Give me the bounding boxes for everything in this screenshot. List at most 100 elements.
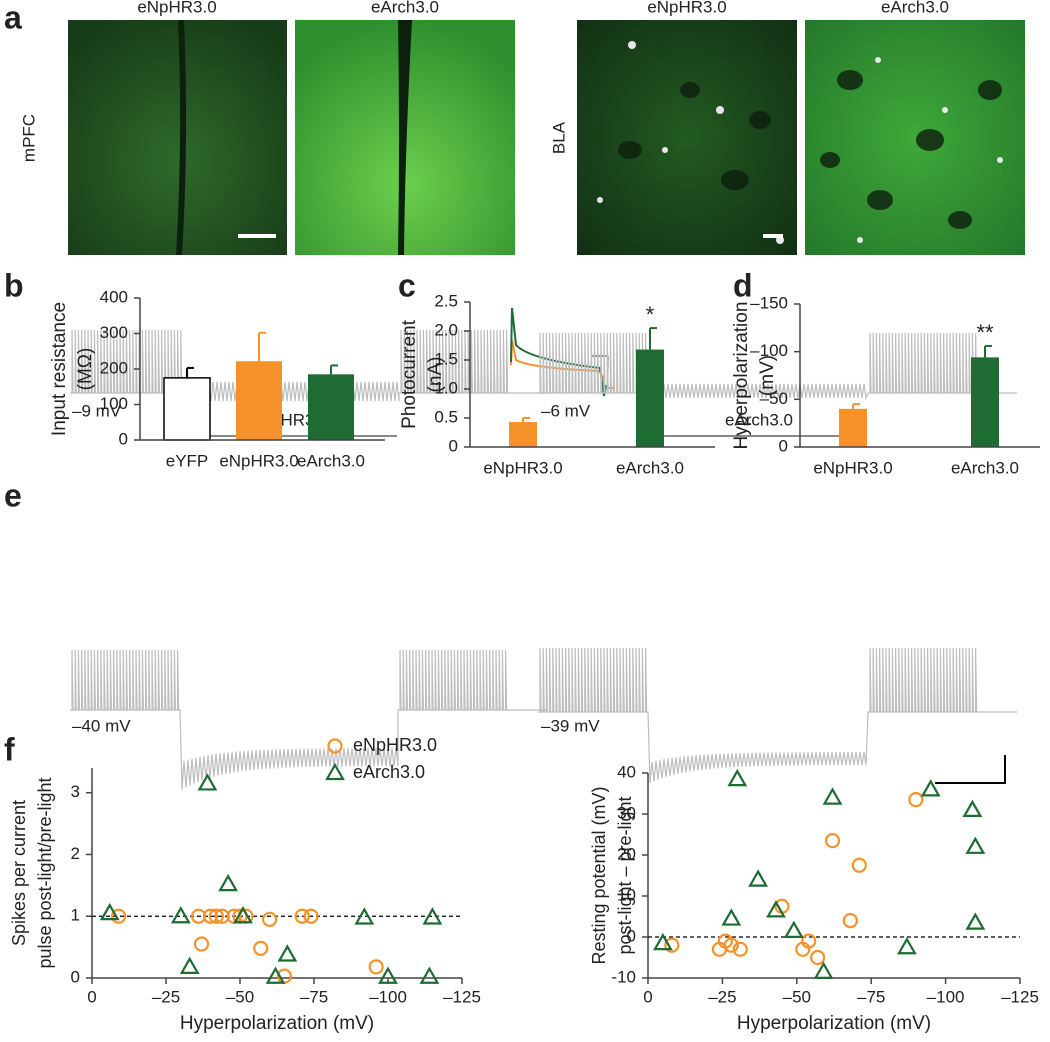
micrograph — [577, 20, 797, 255]
y-tick-label: 2.0 — [434, 320, 458, 339]
legend-label: eArch3.0 — [353, 762, 425, 782]
y-axis-label: (MΩ) — [75, 348, 96, 391]
y-axis-label: Resting potential (mV) — [589, 786, 609, 964]
y-tick-label: 2 — [71, 844, 80, 863]
triangle-marker — [422, 907, 443, 925]
y-tick-label: 400 — [100, 287, 128, 306]
y-tick-label: 1.5 — [434, 349, 458, 368]
y-tick-label: –50 — [760, 389, 788, 408]
x-tick-label: –25 — [152, 987, 180, 1006]
bar — [308, 374, 354, 440]
voltage-trace — [70, 649, 548, 791]
legend-label: eNpHR3.0 — [353, 735, 437, 755]
triangle-marker — [822, 787, 843, 805]
bar — [636, 349, 664, 447]
y-axis-label: (nA) — [425, 357, 446, 393]
x-tick-label: –25 — [708, 987, 736, 1006]
x-tick-label: 0 — [87, 987, 96, 1006]
circle-marker — [732, 941, 748, 957]
y-tick-label: 3 — [71, 782, 80, 801]
triangle-marker — [325, 762, 345, 781]
circle-marker — [208, 908, 224, 924]
triangle-marker — [265, 966, 286, 984]
image-title: eNpHR3.0 — [137, 0, 216, 16]
scale-bar — [238, 234, 276, 238]
y-tick-label: –100 — [750, 341, 788, 360]
triangle-marker — [277, 944, 298, 962]
triangle-marker — [218, 873, 239, 892]
membrane-potential: –6 mV — [541, 401, 591, 420]
y-tick-label: 0 — [627, 926, 636, 945]
triangle-marker — [419, 966, 440, 984]
y-tick-label: 10 — [617, 885, 636, 904]
panel-label: b — [4, 267, 24, 303]
image-title: eNpHR3.0 — [647, 0, 726, 16]
y-tick-label: 0 — [71, 967, 80, 986]
x-tick-label: eYFP — [166, 451, 209, 470]
x-tick-label: eArch3.0 — [616, 458, 684, 477]
x-tick-label: 0 — [643, 987, 652, 1006]
voltage-trace — [70, 329, 548, 402]
circle-marker — [824, 833, 841, 849]
labeled-cells — [597, 41, 1003, 244]
circle-marker — [851, 857, 867, 873]
image-title: eArch3.0 — [371, 0, 439, 16]
circle-marker — [368, 959, 384, 975]
y-tick-label: 1 — [71, 906, 80, 925]
bar — [163, 377, 211, 441]
x-tick-label: eArch3.0 — [951, 458, 1019, 477]
bar — [971, 357, 999, 447]
y-axis-label: Input resistance — [49, 302, 70, 436]
panel-label: a — [4, 0, 22, 35]
circle-marker — [294, 908, 310, 924]
triangle-marker — [721, 908, 742, 926]
row-label: BLA — [549, 121, 568, 154]
membrane-potential: –39 mV — [541, 716, 600, 735]
triangle-marker — [354, 907, 375, 925]
x-tick-label: –125 — [1001, 987, 1039, 1006]
y-tick-label: 200 — [100, 358, 128, 377]
membrane-potential: –9 mV — [72, 401, 122, 420]
voltage-trace — [538, 647, 1017, 784]
y-axis-label: Hyperpolarization — [731, 302, 752, 450]
panel-label: e — [4, 477, 22, 513]
triangle-marker — [965, 836, 986, 854]
circle-marker — [193, 936, 210, 952]
circle-marker — [842, 912, 858, 929]
triangle-marker — [920, 779, 941, 797]
triangle-marker — [378, 966, 398, 984]
micrograph — [805, 20, 1025, 255]
voltage-trace — [538, 332, 1017, 401]
y-tick-label: 1.0 — [434, 378, 458, 397]
triangle-marker — [962, 799, 983, 817]
y-tick-label: 20 — [617, 844, 636, 863]
y-tick-label: 2.5 — [434, 291, 458, 310]
circle-marker — [908, 792, 924, 808]
y-axis-label: Spikes per current — [9, 800, 29, 946]
x-tick-label: –75 — [857, 987, 885, 1006]
circle-marker — [214, 908, 230, 924]
x-tick-label: –100 — [927, 987, 965, 1006]
triangle-marker — [748, 869, 769, 887]
y-tick-label: 300 — [100, 323, 128, 342]
x-axis-label: Hyperpolarization (mV) — [180, 1013, 374, 1034]
membrane-potential: –40 mV — [72, 716, 131, 735]
cell-bodies — [618, 70, 1002, 229]
y-tick-label: 40 — [617, 762, 636, 781]
circle-marker — [111, 908, 127, 924]
triangle-marker — [197, 773, 218, 791]
x-tick-label: eNpHR3.0 — [219, 451, 298, 470]
trace-title: eArch3.0 — [725, 410, 793, 429]
y-tick-label: 0 — [119, 429, 128, 448]
circle-marker — [190, 908, 207, 924]
x-tick-label: –50 — [226, 987, 254, 1006]
y-tick-label: -10 — [611, 967, 636, 986]
triangle-marker — [783, 920, 804, 938]
circle-marker — [303, 908, 319, 924]
x-tick-label: –100 — [369, 987, 407, 1006]
triangle-marker — [813, 961, 834, 979]
x-tick-label: –50 — [783, 987, 811, 1006]
y-axis-label: pulse post-light/pre-light — [35, 777, 55, 968]
circle-marker — [801, 933, 817, 949]
